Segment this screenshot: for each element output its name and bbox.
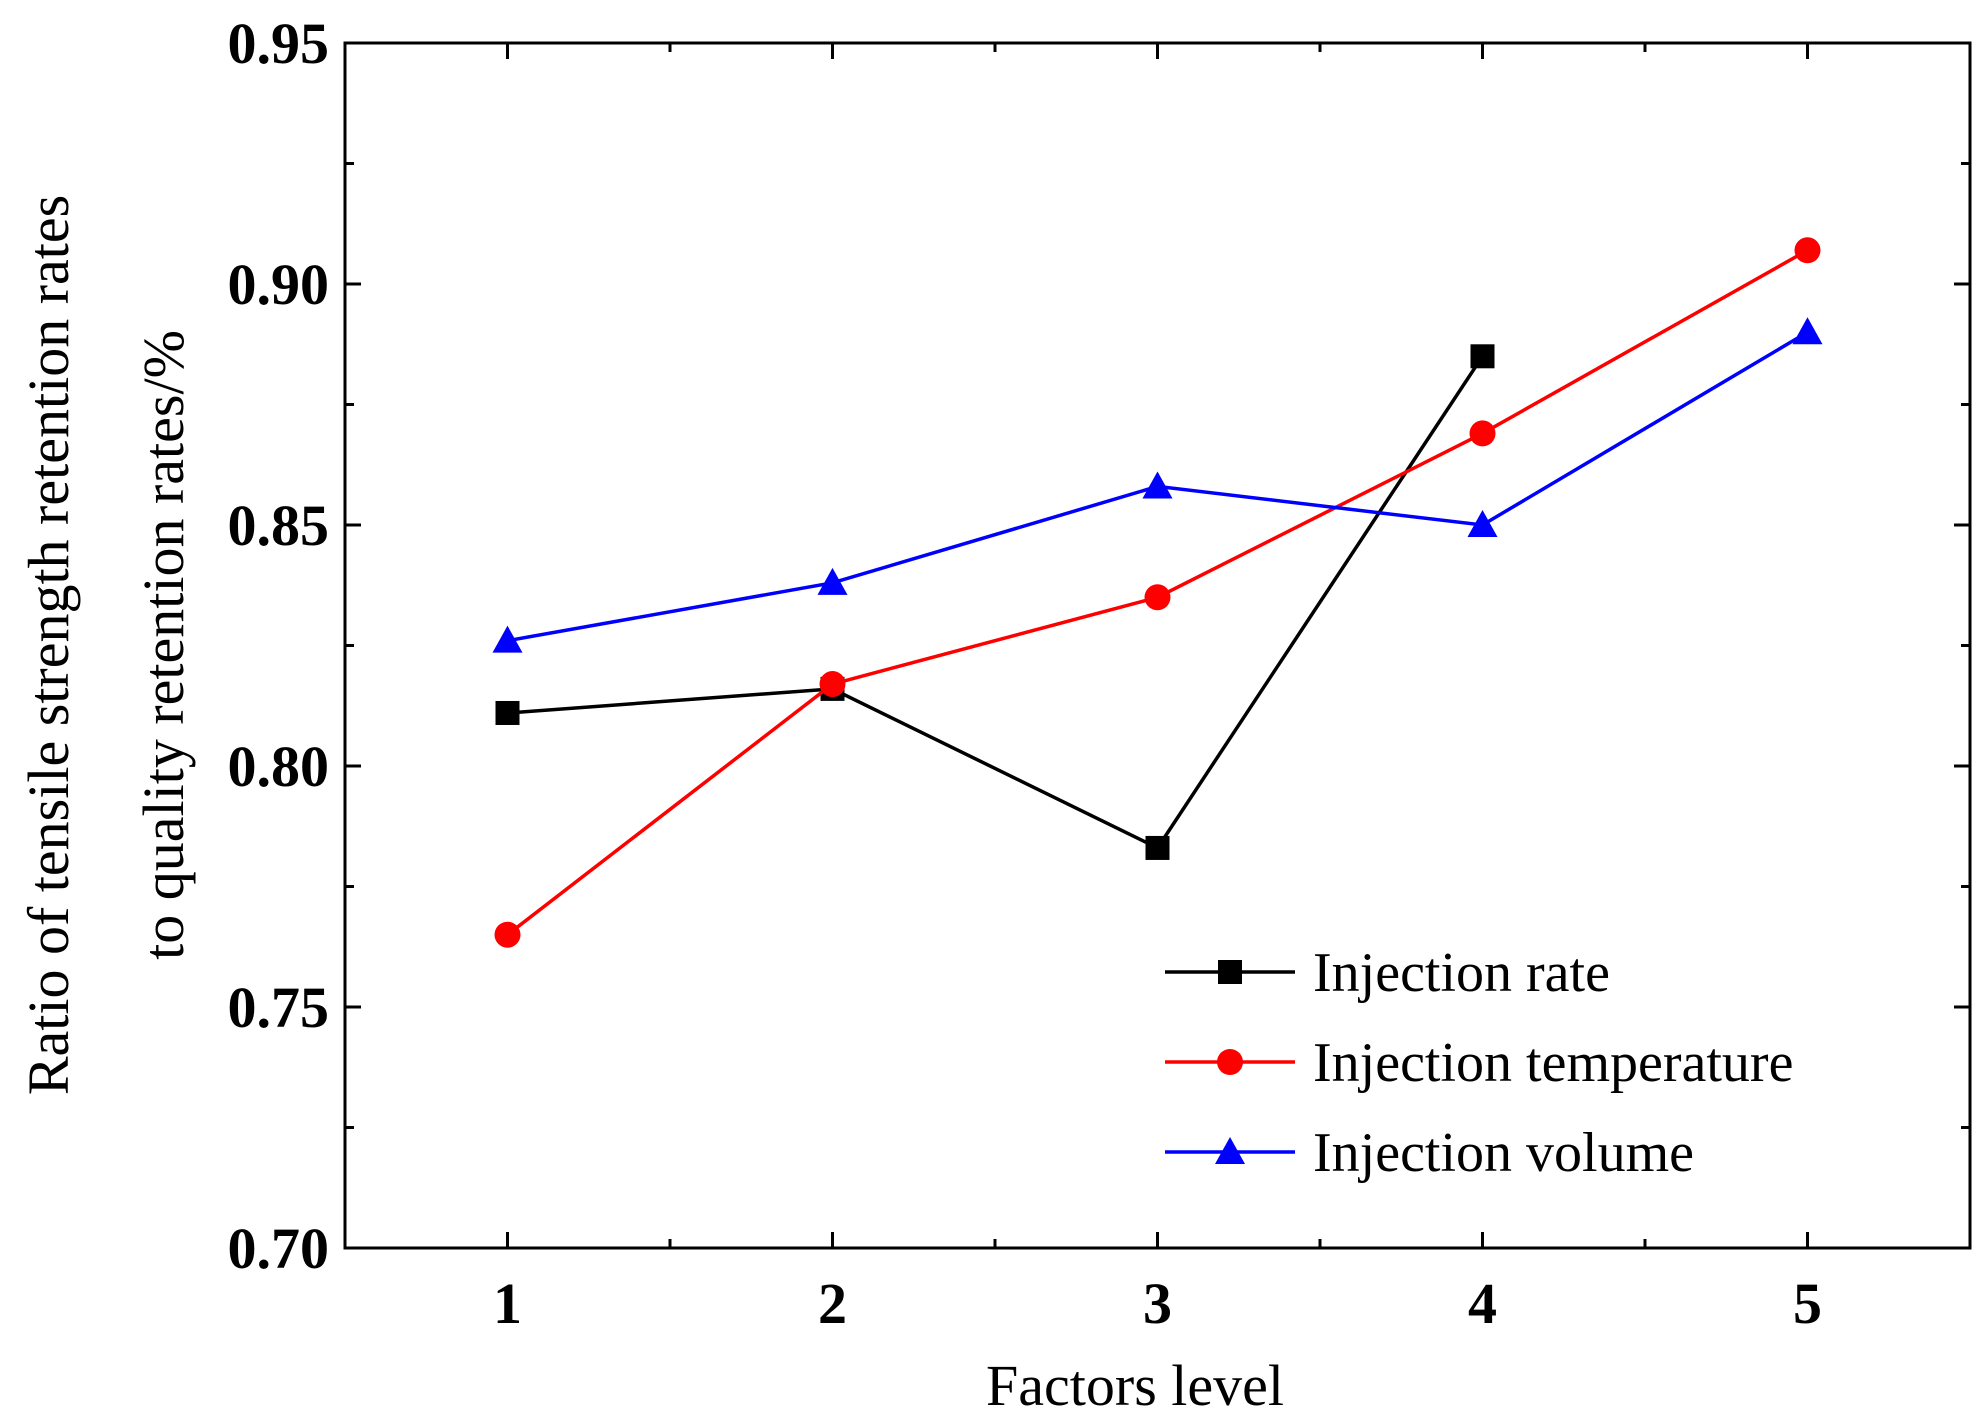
legend-entry: Injection volume	[1165, 1122, 1694, 1184]
y-tick-label: 0.75	[228, 975, 330, 1040]
y-tick-label: 0.70	[228, 1216, 330, 1281]
series-injection-temperature	[494, 237, 1821, 948]
y-axis-title-line1: Ratio of tensile strength retention rate…	[16, 195, 81, 1095]
x-axis-title: Factors level	[986, 1353, 1284, 1418]
data-point-marker	[819, 671, 846, 698]
series-injection-volume	[492, 317, 1823, 653]
data-point-marker	[494, 921, 521, 948]
y-tick-label: 0.95	[228, 11, 330, 76]
legend-marker	[1218, 960, 1242, 984]
x-tick-label: 4	[1468, 1271, 1497, 1336]
legend-entry: Injection rate	[1165, 942, 1610, 1004]
series-layer	[492, 237, 1823, 948]
data-point-marker	[1469, 420, 1496, 447]
x-tick-label: 2	[818, 1271, 847, 1336]
x-tick-label: 1	[493, 1271, 522, 1336]
y-tick-label: 0.90	[228, 252, 330, 317]
legend-label: Injection rate	[1313, 942, 1610, 1004]
series-injection-rate	[495, 344, 1495, 860]
data-point-marker	[1467, 510, 1498, 537]
x-tick-label: 5	[1793, 1271, 1822, 1336]
data-point-marker	[1142, 471, 1173, 499]
data-point-marker	[1792, 317, 1823, 345]
legend: Injection rate Injection temperature Injec…	[1165, 942, 1793, 1184]
data-point-marker	[817, 567, 848, 595]
y-tick-label: 0.80	[228, 734, 330, 799]
legend-marker	[1217, 1049, 1243, 1075]
y-tick-label: 0.85	[228, 493, 330, 558]
data-point-marker	[1470, 344, 1495, 369]
y-axis-title-line2: to quality retention rates/%	[131, 330, 196, 960]
data-point-marker	[1794, 237, 1821, 264]
legend-entry: Injection temperature	[1165, 1032, 1793, 1094]
data-point-marker	[492, 625, 523, 653]
legend-label: Injection temperature	[1313, 1032, 1793, 1094]
legend-marker	[1215, 1137, 1245, 1164]
data-point-marker	[1144, 584, 1171, 611]
data-point-marker	[495, 700, 520, 725]
y-axis-ticks: 0.70 0.75 0.80 0.85 0.90 0.95	[228, 11, 1970, 1281]
legend-label: Injection volume	[1313, 1122, 1694, 1184]
data-point-marker	[1145, 835, 1170, 860]
x-axis-ticks: 1 2 3 4 5	[493, 43, 1822, 1336]
series-line	[507, 355, 1484, 851]
x-tick-label: 3	[1143, 1271, 1172, 1336]
